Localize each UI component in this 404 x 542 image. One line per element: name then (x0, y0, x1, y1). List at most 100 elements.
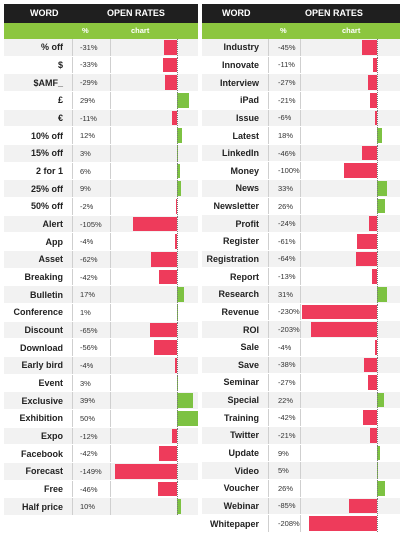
table-row: 2 for 1 6% (4, 162, 198, 181)
column-divider (72, 392, 73, 410)
table-row: % off -31% (4, 39, 198, 57)
column-divider (268, 268, 269, 285)
column-divider (72, 463, 73, 480)
chart-cell (302, 497, 388, 515)
word-label: Breaking (24, 272, 63, 283)
word-label: Asset (38, 254, 63, 265)
open-rate-bar (177, 393, 194, 409)
word-label: $ (57, 59, 63, 70)
percent-value: -29% (80, 78, 98, 88)
zero-line (177, 392, 179, 410)
column-divider (268, 303, 269, 321)
zero-line (177, 92, 179, 109)
zero-line (376, 285, 378, 303)
chart-cell (112, 321, 198, 339)
chart-cell (112, 109, 198, 127)
column-divider (300, 144, 301, 162)
table-row: Twitter -21% (202, 427, 400, 445)
percent-value: -24% (278, 219, 296, 229)
open-rate-bar (368, 216, 377, 232)
column-divider (72, 445, 73, 463)
column-divider (72, 374, 73, 392)
zero-line (376, 144, 378, 162)
table-row: Conference 1% (4, 304, 198, 322)
zero-line (177, 56, 179, 74)
word-label: $AMF_ (33, 77, 63, 88)
table-row: Save -38% (202, 356, 400, 375)
column-divider (72, 145, 73, 162)
open-rate-bar (376, 445, 380, 461)
table-row: Half price 10% (4, 498, 198, 517)
zero-line (376, 480, 378, 497)
open-rate-bar (373, 57, 377, 73)
open-rate-bar (362, 40, 377, 55)
header-bar: WORD OPEN RATES (202, 4, 400, 23)
open-rate-bar (376, 392, 384, 408)
column-divider (72, 56, 73, 74)
open-rate-bar (356, 234, 377, 249)
zero-line (376, 497, 378, 515)
column-divider (72, 127, 73, 144)
column-divider (110, 233, 111, 251)
column-divider (110, 215, 111, 233)
column-divider (268, 91, 269, 109)
chart-cell (112, 92, 198, 109)
column-divider (300, 444, 301, 462)
column-divider (72, 233, 73, 251)
zero-line (376, 462, 378, 479)
zero-line (376, 515, 378, 532)
open-rate-bar (177, 93, 190, 108)
word-label: Training (223, 412, 259, 423)
zero-line (376, 250, 378, 268)
column-divider (268, 409, 269, 427)
percent-value: -2% (80, 201, 94, 211)
zero-line (376, 303, 378, 321)
percent-value: 17% (80, 290, 96, 300)
word-label: Forecast (25, 466, 63, 477)
column-divider (72, 321, 73, 339)
percent-value: -38% (278, 360, 296, 370)
percent-value: 29% (80, 95, 96, 105)
column-divider (72, 268, 73, 286)
table-row: Training -42% (202, 409, 400, 428)
word-header: WORD (30, 8, 59, 18)
open-rate-bar (171, 428, 178, 444)
percent-value: -85% (278, 501, 296, 511)
table-row: $ -33% (4, 56, 198, 75)
table-row: LinkedIn -46% (202, 144, 400, 163)
chart-cell (112, 56, 198, 74)
column-divider (268, 39, 269, 56)
column-divider (268, 162, 269, 180)
word-label: Latest (232, 130, 259, 141)
zero-line (376, 162, 378, 180)
open-rate-bar (149, 322, 178, 338)
chart-cell (112, 127, 198, 144)
chart-cell (302, 74, 388, 91)
column-divider (110, 410, 111, 427)
word-label: Discount (24, 325, 63, 336)
column-divider (110, 162, 111, 180)
table-row: Facebook -42% (4, 445, 198, 464)
chart-cell (302, 321, 388, 338)
chart-cell (112, 427, 198, 445)
column-divider (300, 56, 301, 74)
column-divider (110, 463, 111, 480)
word-label: Save (237, 359, 259, 370)
column-divider (300, 303, 301, 321)
percent-value: -208% (278, 519, 300, 529)
open-rate-bar (302, 304, 377, 320)
open-rate-bar (164, 40, 178, 55)
table-row: Money -100% (202, 162, 400, 181)
word-label: Conference (13, 307, 63, 318)
word-label: Industry (223, 42, 259, 53)
table-row: Webinar -85% (202, 497, 400, 516)
column-divider (72, 357, 73, 374)
percent-value: 1% (80, 307, 91, 317)
column-divider (268, 215, 269, 233)
column-divider (300, 497, 301, 515)
column-divider (72, 180, 73, 198)
table-row: Forecast -149% (4, 463, 198, 481)
column-divider (110, 39, 111, 56)
open-rate-bar (349, 498, 377, 514)
table-row: Bulletin 17% (4, 286, 198, 305)
